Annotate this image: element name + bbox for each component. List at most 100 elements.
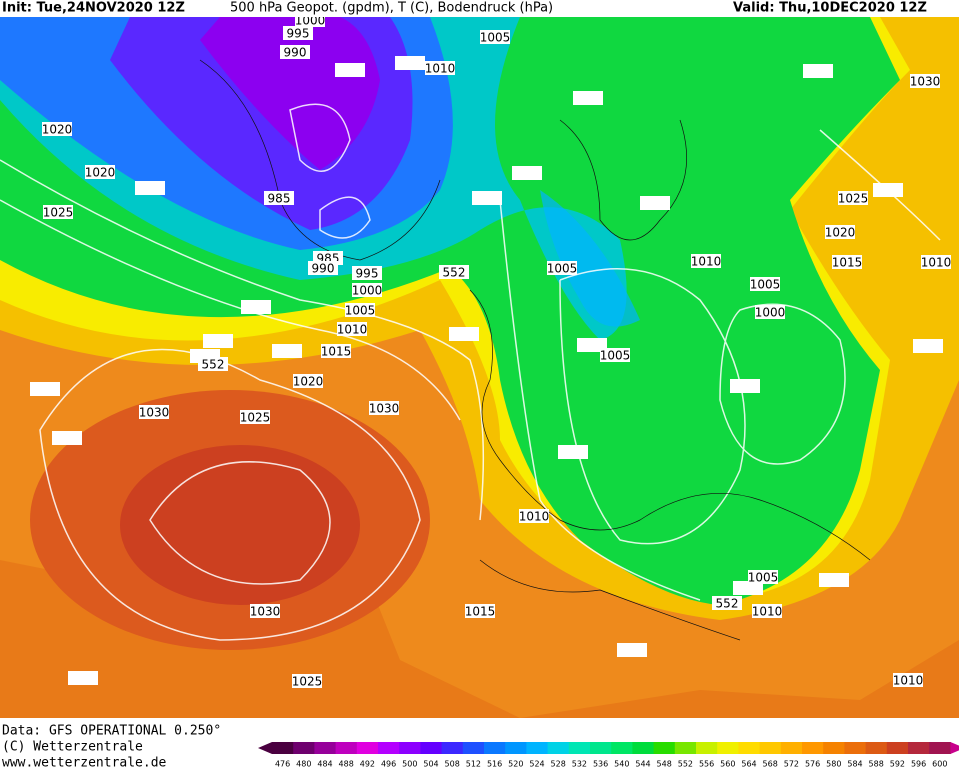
isobar-label-bg — [519, 509, 549, 523]
isobar-label-bg — [480, 30, 510, 44]
isotherm-label: -35 — [400, 57, 420, 71]
isotherm-label: -30 — [645, 197, 665, 211]
isotherm-label: -30 — [208, 335, 228, 349]
isobar-label-bg — [425, 61, 455, 75]
legend-swatch — [590, 742, 612, 754]
isobar-label: 1025 — [838, 192, 869, 206]
isotherm-label-bg — [512, 166, 542, 180]
legend-label: 524 — [529, 760, 544, 769]
isobar-label-bg — [838, 191, 868, 205]
legend-label: 548 — [657, 760, 672, 769]
geopotential-label: 552 — [716, 597, 739, 611]
isobar-label-bg — [691, 254, 721, 268]
isotherm-label: -30 — [808, 65, 828, 79]
isotherm-label: -35 — [582, 339, 602, 353]
isobar-label: 1015 — [321, 345, 352, 359]
legend-swatch — [484, 742, 506, 754]
legend-label: 516 — [487, 760, 502, 769]
isotherm-label-bg — [335, 63, 365, 77]
isotherm-label-bg — [472, 191, 502, 205]
legend-swatch — [505, 742, 527, 754]
isobar-label: 1030 — [910, 75, 941, 89]
legend-label: 592 — [890, 760, 905, 769]
isobar-label-bg — [921, 255, 951, 269]
isobar-label-bg — [755, 305, 785, 319]
isobar-label-bg — [280, 45, 310, 59]
isotherm-label-bg — [449, 327, 479, 341]
isotherm-label: -35 — [340, 64, 360, 78]
legend-swatch — [759, 742, 782, 754]
isobar-label: 1010 — [752, 605, 783, 619]
isobar-label: 1010 — [921, 256, 952, 270]
isobar-label: 1010 — [893, 674, 924, 688]
isobar-label-bg — [283, 26, 313, 40]
legend-label: 504 — [423, 760, 438, 769]
isobar-label-bg — [832, 255, 862, 269]
isobar-label-bg — [240, 410, 270, 424]
isotherm-label-bg — [730, 379, 760, 393]
legend-label: 556 — [699, 760, 714, 769]
legend-swatch — [780, 742, 803, 754]
isotherm-label-bg — [52, 431, 82, 445]
legend-arrow-left — [258, 742, 272, 754]
legend-label: 528 — [551, 760, 566, 769]
legend-label: 480 — [296, 760, 311, 769]
copyright: (C) Wetterzentrale — [2, 740, 143, 755]
isobar-label-bg — [750, 277, 780, 291]
isobar-label: 1020 — [42, 123, 73, 137]
legend-swatch — [272, 742, 294, 754]
isotherm-label: -35 — [246, 301, 266, 315]
isobar-label: 1030 — [250, 605, 281, 619]
isotherm-label: -30 — [517, 167, 537, 181]
isobar-label-bg — [352, 283, 382, 297]
geopotential-label: 552 — [202, 358, 225, 372]
isotherm-label-bg — [203, 334, 233, 348]
isotherm-label-bg — [640, 196, 670, 210]
legend-swatch — [844, 742, 867, 754]
isobar-label: 1010 — [691, 255, 722, 269]
isobar-label-bg — [825, 225, 855, 239]
isobar-label-bg — [321, 344, 351, 358]
legend-label: 476 — [275, 760, 290, 769]
isobar-label-bg — [85, 165, 115, 179]
legend-swatch — [526, 742, 549, 754]
legend-label: 596 — [911, 760, 926, 769]
isotherm-label: -15 — [622, 644, 642, 658]
legend-label: 588 — [869, 760, 884, 769]
isotherm-label-bg — [873, 183, 903, 197]
isotherm-label-bg — [241, 300, 271, 314]
isobar-label: 1030 — [369, 402, 400, 416]
isobar-label-bg — [264, 191, 294, 205]
isobar-label-bg — [42, 122, 72, 136]
geopotential-label-bg — [198, 357, 228, 371]
valid-time: Valid: Thu,10DEC2020 12Z — [733, 1, 927, 16]
legend-swatch — [399, 742, 421, 754]
isobar-label: 990 — [284, 46, 307, 60]
isobar-label: 985 — [268, 192, 291, 206]
isobar-label: 1015 — [832, 256, 863, 270]
isobar-label-bg — [345, 303, 375, 317]
isobar-label-bg — [748, 570, 778, 584]
legend-swatch — [568, 742, 591, 754]
isobar-label: 1020 — [85, 166, 116, 180]
isobar-label-bg — [293, 374, 323, 388]
isotherm-label: -20 — [277, 345, 297, 359]
legend-label: 580 — [826, 760, 841, 769]
geopotential-label: 552 — [443, 266, 466, 280]
isotherm-label: -25 — [735, 380, 755, 394]
isobar-label: 1025 — [240, 411, 271, 425]
isotherm-label: -25 — [878, 184, 898, 198]
isotherm-label-bg — [68, 671, 98, 685]
isobar-label: 1005 — [600, 349, 631, 363]
isobar-label: 1005 — [480, 31, 511, 45]
legend-swatch — [802, 742, 824, 754]
legend-label: 600 — [932, 760, 947, 769]
isobar-label-bg — [43, 205, 73, 219]
legend-swatch — [378, 742, 400, 754]
isotherm-label: -20 — [738, 582, 758, 596]
isotherm-label-bg — [573, 91, 603, 105]
isobar-label-bg — [600, 348, 630, 362]
isotherm-label-bg — [913, 339, 943, 353]
isobar-label-bg — [139, 405, 169, 419]
isotherm-label: -15 — [824, 574, 844, 588]
